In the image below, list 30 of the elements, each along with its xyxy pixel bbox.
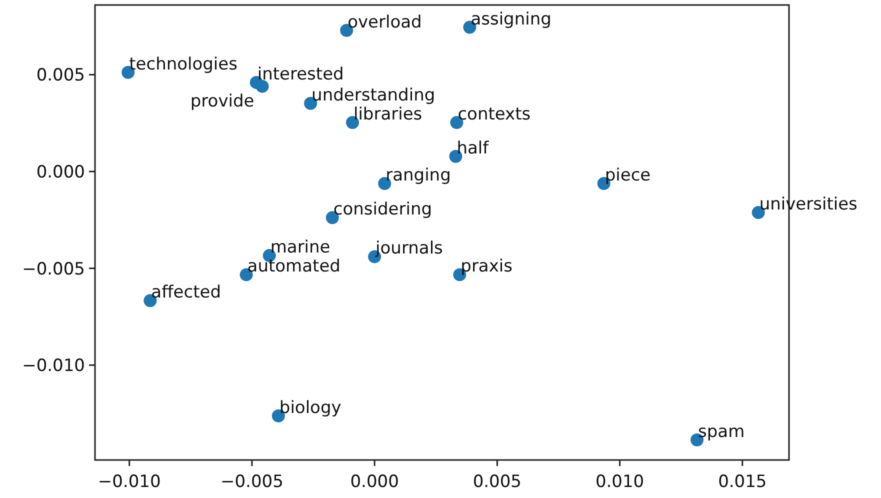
x-tick-label: −0.005 <box>220 472 284 492</box>
annotation: spam <box>698 422 745 442</box>
annotation: half <box>456 138 490 158</box>
annotation: automated <box>247 256 340 277</box>
y-tick-label: −0.010 <box>22 356 85 376</box>
annotation: contexts <box>458 104 531 125</box>
y-tick-label: −0.005 <box>22 259 85 280</box>
y-tick-label: 0.000 <box>36 162 85 182</box>
x-tick-label: 0.015 <box>718 472 767 492</box>
annotation: biology <box>279 398 342 418</box>
annotation: affected <box>151 282 222 303</box>
annotation: interested <box>257 64 344 84</box>
annotation: libraries <box>353 104 422 125</box>
annotation: understanding <box>312 85 436 106</box>
x-tick-label: −0.010 <box>98 472 161 492</box>
annotation: journals <box>374 238 444 259</box>
annotation: technologies <box>129 54 238 74</box>
point <box>256 80 269 93</box>
annotation: marine <box>270 238 330 258</box>
annotation: praxis <box>460 256 513 277</box>
annotation: considering <box>333 200 432 220</box>
annotation: ranging <box>386 166 451 186</box>
annotation: piece <box>604 166 651 186</box>
annotation: overload <box>348 12 422 32</box>
x-tick-label: 0.005 <box>472 472 522 492</box>
y-tick-label: 0.005 <box>36 66 85 86</box>
x-tick-label: 0.010 <box>595 472 644 492</box>
annotation: provide <box>190 91 254 112</box>
x-tick-label: 0.000 <box>350 472 399 492</box>
annotation: assigning <box>470 9 552 30</box>
